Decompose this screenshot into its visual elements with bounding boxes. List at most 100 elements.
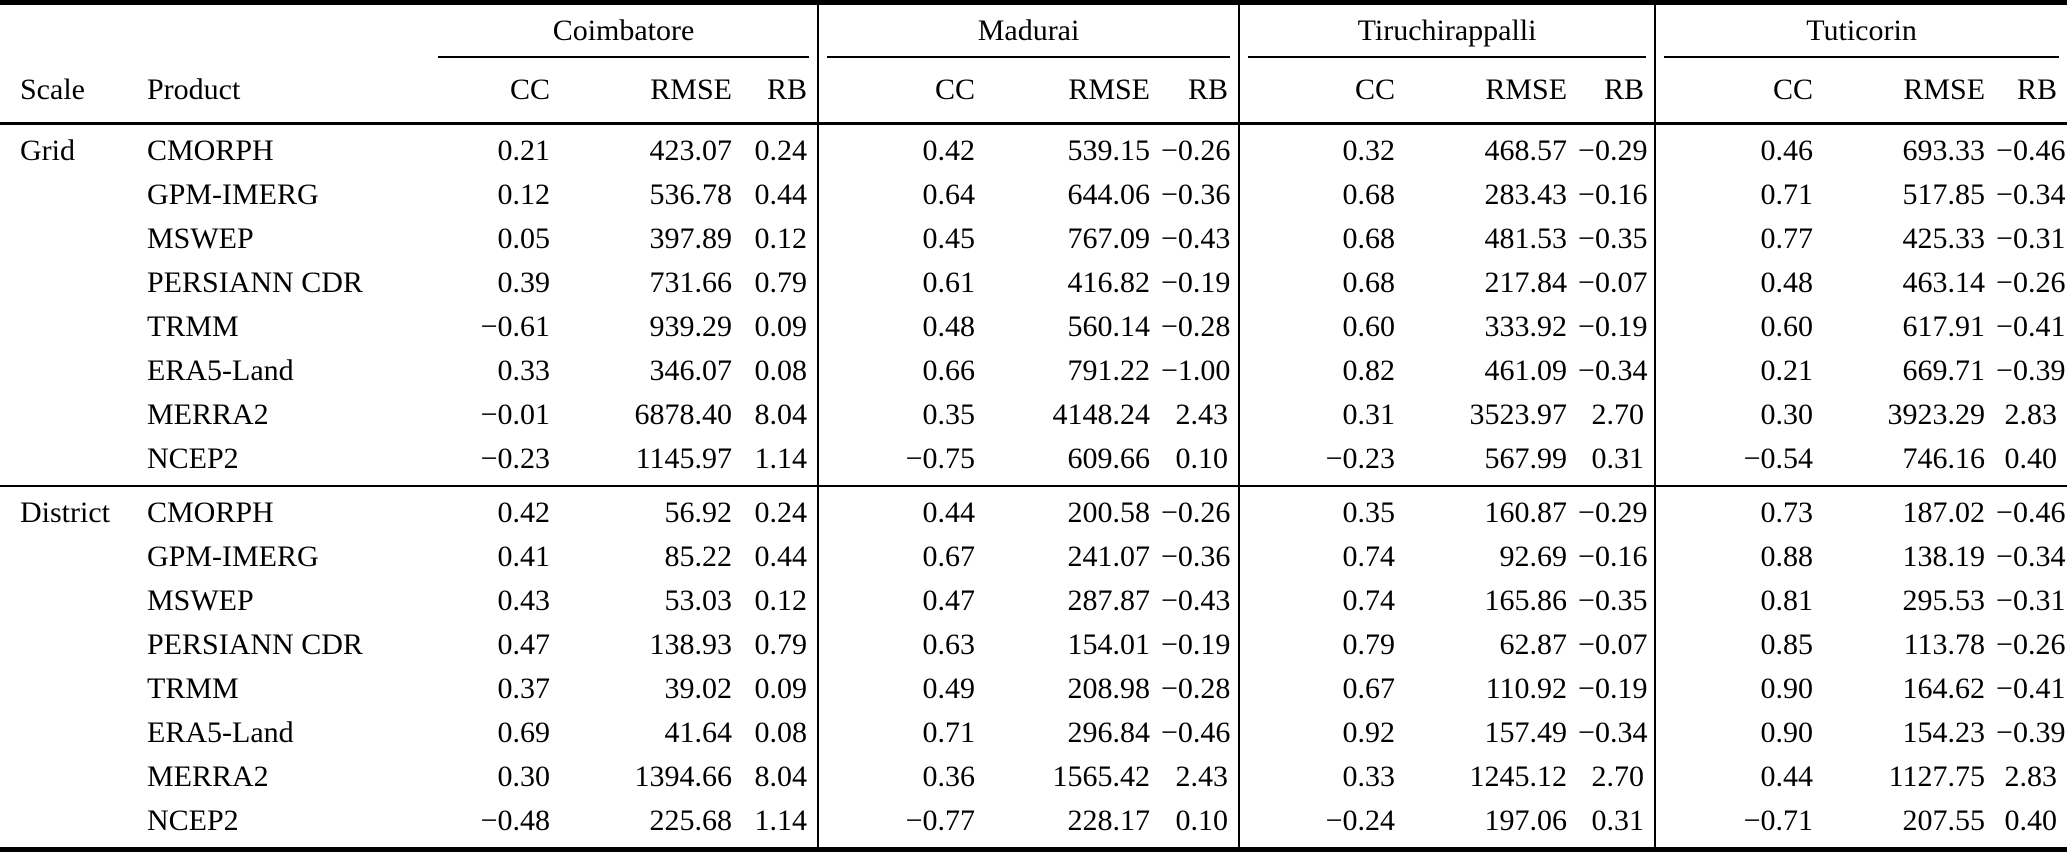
column-header-city: Tiruchirappalli [1238, 2, 1656, 58]
metric-value-cell: 0.35 [817, 393, 986, 437]
metric-value-cell: 0.82 [1238, 349, 1406, 393]
metric-value-cell: 0.69 [497, 716, 551, 749]
column-header-metric: RMSE [1903, 73, 1986, 106]
metric-value-cell: −0.24 [1238, 799, 1406, 850]
metric-value-cell: 397.89 [649, 222, 733, 255]
table-row: MSWEP 0.43 53.03 0.12 0.47 287.87 −0.43 0.74 165… [0, 579, 2067, 623]
metric-value-cell: 3523.97 [1469, 398, 1568, 431]
metric-value-cell: 0.48 [1654, 261, 1824, 305]
metric-value-cell: 0.49 [817, 667, 986, 711]
metric-value-cell: 0.43 [497, 584, 551, 617]
metric-value-cell: −0.39 [1996, 354, 2066, 387]
product-cell: CMORPH [147, 134, 274, 167]
metric-value-cell: 333.92 [1484, 310, 1568, 343]
metric-value-cell: 2.83 [2004, 760, 2058, 793]
metric-value-cell: −0.19 [1161, 628, 1231, 661]
metric-value-cell: 8.04 [754, 760, 808, 793]
metric-value-cell: −0.23 [1238, 437, 1406, 486]
column-header-scale: Scale [20, 73, 85, 106]
scale-cell [0, 799, 145, 850]
metric-value-cell: 6878.40 [634, 398, 733, 431]
metric-value-cell: −0.41 [1996, 310, 2066, 343]
metric-value-cell: 0.37 [497, 672, 551, 705]
metric-value-cell: 85.22 [664, 540, 733, 573]
metric-value-cell: 0.08 [754, 716, 808, 749]
metric-value-cell: 200.58 [1067, 496, 1151, 529]
metric-value-cell: 138.19 [1902, 540, 1986, 573]
metric-value-cell: 0.31 [1591, 442, 1645, 475]
table-row: PERSIANN CDR 0.39 731.66 0.79 0.61 416.82 −0.1… [0, 261, 2067, 305]
metric-value-cell: −0.01 [480, 398, 550, 431]
metric-value-cell: 53.03 [664, 584, 733, 617]
table-row: ERA5-Land 0.69 41.64 0.08 0.71 296.84 −0.46 0.9… [0, 711, 2067, 755]
metric-value-cell: 4148.24 [1052, 398, 1151, 431]
metric-value-cell: 346.07 [649, 354, 733, 387]
metric-value-cell: 0.79 [1238, 623, 1406, 667]
metric-value-cell: −0.19 [1161, 266, 1231, 299]
metric-value-cell: 669.71 [1902, 354, 1986, 387]
metric-value-cell: −0.28 [1161, 310, 1231, 343]
metric-value-cell: 0.60 [1238, 305, 1406, 349]
metric-value-cell: 154.01 [1067, 628, 1151, 661]
column-header-metric: RB [766, 73, 808, 106]
metric-value-cell: 1394.66 [634, 760, 733, 793]
metric-value-cell: 154.23 [1902, 716, 1986, 749]
table-row: NCEP2 −0.23 1145.97 1.14 −0.75 609.66 0.10 −0.2… [0, 437, 2067, 486]
metric-value-cell: 644.06 [1067, 178, 1151, 211]
metric-value-cell: 0.71 [817, 711, 986, 755]
metric-value-cell: 0.64 [817, 173, 986, 217]
product-cell: MSWEP [147, 222, 254, 255]
metric-value-cell: −0.31 [1996, 584, 2066, 617]
metric-value-cell: 0.48 [817, 305, 986, 349]
metric-value-cell: 1145.97 [635, 442, 732, 475]
metric-value-cell: 0.12 [754, 222, 808, 255]
metric-value-cell: 0.47 [497, 628, 551, 661]
product-cell: CMORPH [147, 496, 274, 529]
product-cell: NCEP2 [147, 442, 239, 475]
metric-value-cell: 0.45 [817, 217, 986, 261]
column-header-metric: RMSE [1485, 73, 1568, 106]
metric-value-cell: 0.60 [1654, 305, 1824, 349]
metric-value-cell: −0.28 [1161, 672, 1231, 705]
section-grid: Grid CMORPH 0.21 423.07 0.24 0.42 539.15 −0.26 0… [0, 123, 2067, 486]
metric-value-cell: 0.74 [1238, 579, 1406, 623]
scale-cell [0, 535, 145, 579]
column-header-metric: RB [2017, 73, 2058, 106]
metric-value-cell: 0.68 [1238, 173, 1406, 217]
metric-value-cell: 0.21 [1654, 349, 1824, 393]
metric-value-cell: −0.26 [1161, 134, 1231, 167]
metric-value-cell: 56.92 [664, 496, 733, 529]
metric-value-cell: 0.67 [817, 535, 986, 579]
metric-value-cell: 208.98 [1067, 672, 1151, 705]
metric-value-cell: 0.39 [497, 266, 551, 299]
metric-value-cell: −0.26 [1996, 628, 2066, 661]
metric-value-cell: −0.36 [1161, 540, 1231, 573]
column-header-metric: RMSE [1068, 73, 1151, 106]
metric-value-cell: 0.40 [2004, 442, 2058, 475]
metric-value-cell: 0.44 [754, 540, 808, 573]
metric-value-cell: 0.79 [754, 266, 808, 299]
scale-cell [0, 393, 145, 437]
table-row: GPM-IMERG 0.12 536.78 0.44 0.64 644.06 −0.36 0.… [0, 173, 2067, 217]
metric-value-cell: −0.75 [817, 437, 986, 486]
metric-value-cell: −0.61 [480, 310, 550, 343]
metric-value-cell: 425.33 [1902, 222, 1986, 255]
metric-value-cell: 0.24 [754, 134, 808, 167]
metric-value-cell: 746.16 [1902, 442, 1986, 475]
metric-value-cell: −0.35 [1578, 222, 1648, 255]
metric-value-cell: 187.02 [1902, 496, 1986, 529]
column-header-metric: RB [1188, 73, 1229, 106]
metric-value-cell: −0.26 [1996, 266, 2066, 299]
metric-value-cell: 110.92 [1485, 672, 1568, 705]
metric-value-cell: −0.34 [1578, 716, 1648, 749]
metric-value-cell: 295.53 [1902, 584, 1986, 617]
metric-value-cell: −0.16 [1578, 178, 1648, 211]
metric-value-cell: −0.48 [480, 804, 550, 837]
metric-value-cell: 0.41 [497, 540, 551, 573]
metric-value-cell: 0.24 [754, 496, 808, 529]
scale-cell [0, 623, 145, 667]
metric-value-cell: 164.62 [1902, 672, 1986, 705]
table-row: TRMM 0.37 39.02 0.09 0.49 208.98 −0.28 0.67 110.… [0, 667, 2067, 711]
table-row: District CMORPH 0.42 56.92 0.24 0.44 200.58 −0.… [0, 486, 2067, 535]
